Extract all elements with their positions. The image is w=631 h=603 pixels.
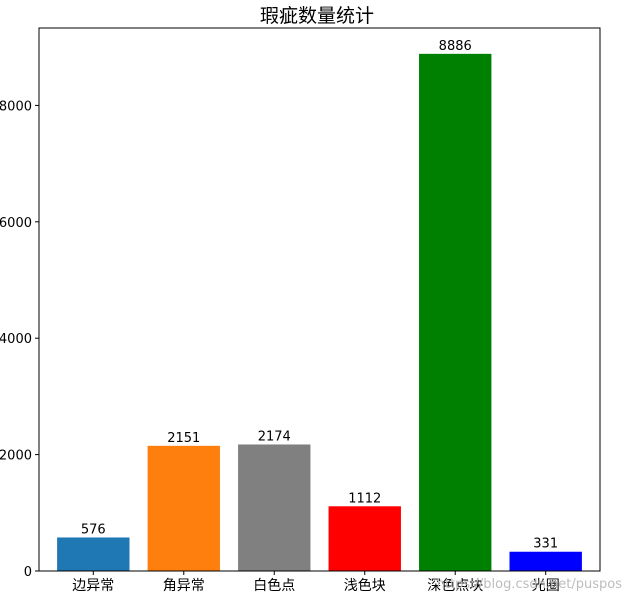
y-tick-label-2: 4000 — [0, 332, 32, 347]
value-labels-group: 576 2151 2174 1112 8886 331 — [81, 39, 558, 552]
x-axis: 边异常 角异常 白色点 浅色块 深色点块 光圈 — [72, 571, 560, 594]
value-label-1: 2151 — [167, 431, 200, 446]
watermark-text: https://blog.csdn.net/puspos — [437, 577, 623, 592]
plot-frame — [38, 27, 601, 572]
x-tick-label-4: 深色点块 — [427, 577, 483, 594]
x-tick-label-5: 光圈 — [532, 578, 560, 594]
bar-0 — [57, 537, 130, 571]
x-tick-label-0: 边异常 — [72, 578, 114, 594]
bar-5 — [509, 551, 582, 571]
bar-2 — [238, 444, 311, 571]
bars-group — [57, 53, 582, 571]
value-label-0: 576 — [81, 522, 106, 537]
value-label-3: 1112 — [348, 491, 381, 506]
bar-1 — [147, 445, 220, 571]
x-tick-label-1: 角异常 — [163, 578, 205, 594]
bar-4 — [419, 53, 492, 571]
x-tick-label-2: 白色点 — [253, 577, 295, 594]
y-axis: 0 2000 4000 6000 8000 — [0, 99, 39, 580]
y-tick-label-4: 8000 — [0, 99, 32, 114]
chart-title: 瑕疵数量统计 — [260, 5, 374, 27]
value-label-4: 8886 — [439, 39, 472, 54]
y-tick-label-3: 6000 — [0, 216, 32, 231]
x-tick-label-3: 浅色块 — [344, 577, 386, 594]
value-label-2: 2174 — [258, 429, 291, 444]
y-tick-label-0: 0 — [24, 565, 32, 580]
bar-3 — [328, 506, 401, 571]
value-label-5: 331 — [533, 537, 558, 552]
y-tick-label-1: 2000 — [0, 449, 32, 464]
